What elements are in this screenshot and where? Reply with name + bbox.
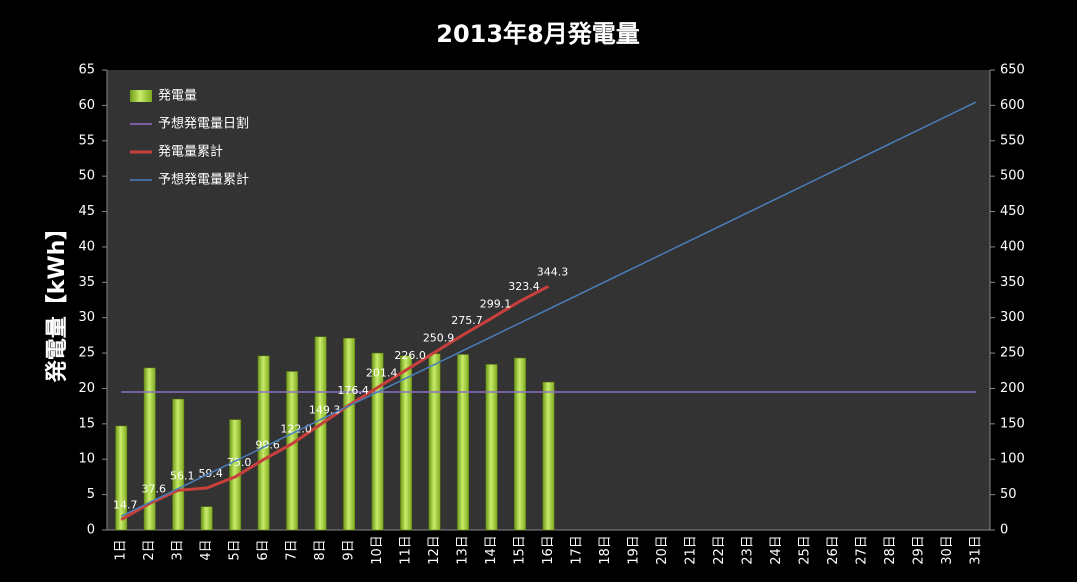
x-tick-label: 28日: [883, 535, 898, 565]
y2-tick-label: 250: [1000, 346, 1025, 361]
bar: [143, 367, 156, 531]
x-tick-label: 16日: [541, 535, 556, 565]
data-label: 75.0: [227, 456, 252, 469]
y2-tick-label: 400: [1000, 239, 1025, 254]
bar: [457, 354, 469, 531]
data-label: 275.7: [451, 314, 483, 327]
data-label: 149.3: [309, 403, 341, 416]
x-tick-label: 18日: [598, 535, 613, 565]
x-tick-label: 4日: [199, 539, 214, 560]
bar: [286, 371, 299, 531]
x-tick-label: 23日: [740, 535, 755, 565]
data-label: 37.6: [141, 482, 166, 495]
y-tick-label: 60: [78, 98, 95, 113]
bar: [115, 425, 128, 531]
y-tick-label: 30: [78, 310, 95, 325]
x-tick-label: 2日: [142, 539, 157, 560]
y-tick-label: 65: [78, 63, 95, 78]
x-tick-label: 17日: [569, 535, 584, 565]
y-tick-label: 20: [78, 381, 95, 396]
bar: [343, 337, 356, 531]
chart-title: 2013年8月発電量: [436, 20, 640, 48]
legend-label: 発電量: [158, 89, 197, 104]
line: [120, 285, 550, 521]
data-label: 323.4: [508, 280, 540, 293]
legend-label: 予想発電量累計: [158, 172, 249, 188]
x-tick-label: 5日: [228, 539, 243, 560]
data-label: 226.0: [394, 349, 426, 362]
x-tick-label: 12日: [427, 535, 442, 565]
y2-tick-label: 200: [1000, 381, 1025, 396]
data-label: 56.1: [170, 469, 195, 482]
x-tick-label: 1日: [114, 539, 129, 560]
data-label: 14.7: [113, 499, 138, 512]
x-tick-label: 10日: [370, 535, 385, 565]
bar: [257, 355, 270, 531]
y2-tick-label: 0: [1000, 523, 1008, 538]
legend-label: 予想発電量日割: [158, 116, 249, 132]
x-tick-label: 3日: [171, 539, 186, 560]
bar: [542, 381, 555, 531]
x-tick-label: 15日: [513, 535, 528, 565]
data-label: 122.0: [280, 423, 312, 436]
bar: [314, 336, 327, 531]
x-tick-label: 7日: [285, 539, 300, 560]
x-tick-label: 9日: [342, 539, 357, 560]
y-tick-label: 5: [87, 487, 95, 502]
y2-tick-label: 350: [1000, 275, 1025, 290]
y-tick-label: 10: [78, 452, 95, 467]
y-tick-label: 15: [78, 416, 95, 431]
x-tick-label: 20日: [655, 535, 670, 565]
y2-tick-label: 600: [1000, 98, 1025, 113]
data-label: 344.3: [537, 265, 569, 278]
y-tick-label: 50: [78, 169, 95, 184]
x-tick-label: 29日: [911, 535, 926, 565]
x-tick-label: 24日: [769, 535, 784, 565]
y2-tick-label: 100: [1000, 452, 1025, 467]
x-tick-label: 6日: [256, 539, 271, 560]
x-tick-label: 19日: [626, 535, 641, 565]
y2-tick-label: 50: [1000, 487, 1017, 502]
x-tick-label: 8日: [313, 539, 328, 560]
x-tick-label: 22日: [712, 535, 727, 565]
y-axis-label: 発電量【kWh】: [45, 218, 70, 384]
x-tick-label: 13日: [456, 535, 471, 565]
bar: [514, 357, 526, 531]
y2-tick-label: 550: [1000, 133, 1025, 148]
x-tick-label: 21日: [683, 535, 698, 565]
y2-tick-label: 450: [1000, 204, 1025, 219]
x-tick-label: 30日: [940, 535, 955, 565]
y2-tick-label: 500: [1000, 169, 1025, 184]
x-tick-label: 25日: [797, 535, 812, 565]
data-label: 299.1: [480, 297, 512, 310]
data-label: 176.4: [337, 384, 369, 397]
line: [120, 101, 977, 517]
x-tick-label: 27日: [854, 535, 869, 565]
bar: [371, 352, 384, 531]
y-tick-label: 25: [78, 346, 95, 361]
y2-tick-label: 650: [1000, 63, 1025, 78]
data-label: 201.4: [366, 366, 398, 379]
x-tick-label: 11日: [399, 535, 414, 565]
y2-tick-label: 150: [1000, 416, 1025, 431]
bar: [172, 398, 185, 531]
bar: [200, 506, 213, 531]
bar: [485, 364, 498, 531]
y-tick-label: 45: [78, 204, 95, 219]
legend-swatch: [130, 90, 152, 102]
data-label: 250.9: [423, 331, 455, 344]
y-tick-label: 40: [78, 239, 95, 254]
bar: [428, 353, 441, 531]
x-tick-label: 31日: [968, 535, 983, 565]
x-tick-label: 26日: [826, 535, 841, 565]
y2-tick-label: 300: [1000, 310, 1025, 325]
y-tick-label: 0: [87, 523, 95, 538]
legend-label: 発電量累計: [158, 144, 223, 160]
y-tick-label: 55: [78, 133, 95, 148]
y-tick-label: 35: [78, 275, 95, 290]
bar: [400, 355, 413, 531]
x-tick-label: 14日: [484, 535, 499, 565]
